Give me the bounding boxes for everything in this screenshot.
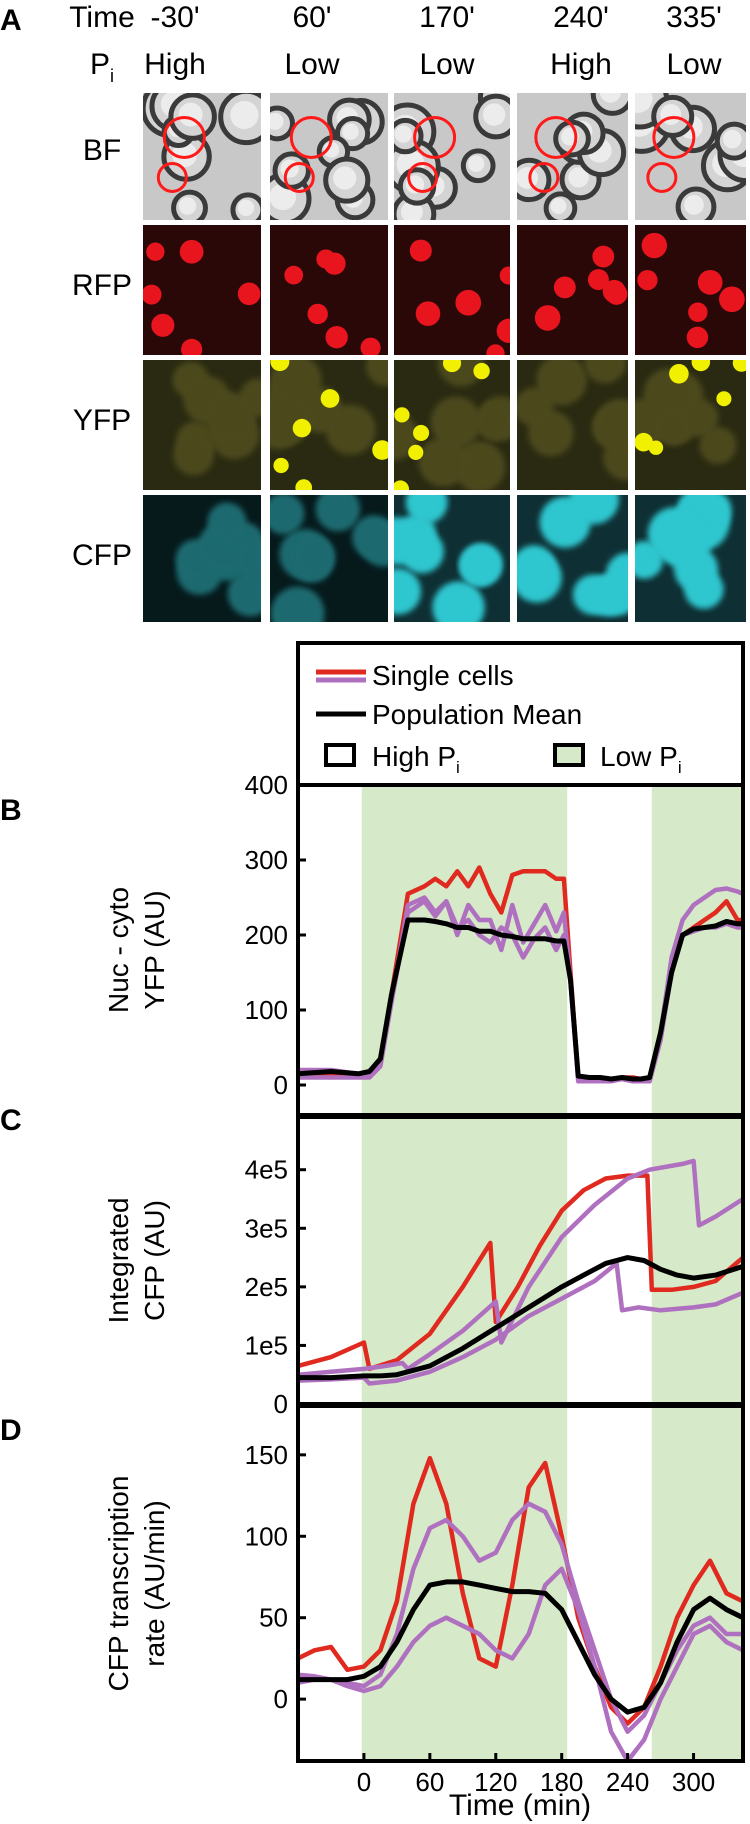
legend-low-pi-swatch <box>553 743 585 767</box>
timepoint-pi-3: High <box>550 48 612 81</box>
series-line-c-3 <box>298 1255 743 1381</box>
ytick-label-b-0: 0 <box>274 1070 288 1100</box>
micrograph-yfp-2 <box>394 360 510 490</box>
legend-population-mean-label: Population Mean <box>372 699 582 730</box>
micrograph-yfp-1 <box>270 360 388 490</box>
ytick-label-d-0: 0 <box>274 1684 288 1714</box>
channel-label-cfp: CFP <box>72 539 132 572</box>
timepoint-pi-2: Low <box>419 48 474 81</box>
x-axis-label: Time (min) <box>449 1789 591 1822</box>
micrograph-rfp-0 <box>143 225 261 355</box>
channel-label-bf: BF <box>83 134 121 167</box>
panel-letter-b: B <box>0 794 22 827</box>
micrograph-rfp-2 <box>394 225 510 355</box>
time-row-label: Time <box>69 1 135 34</box>
pi-row-label-main: P <box>90 48 110 81</box>
xtick-label-3: 180 <box>540 1767 583 1797</box>
ylabel-line1-b: Nuc - cyto <box>103 887 134 1013</box>
ylabel-line2-c: CFP (AU) <box>139 1200 170 1321</box>
series-line-c-2 <box>298 1261 743 1386</box>
chart-frame-d <box>296 1404 745 1763</box>
legend-single-cells-label: Single cells <box>372 660 514 691</box>
legend-low-pi-sub: i <box>678 758 682 777</box>
legend-high-pi-swatch <box>324 743 356 767</box>
micrograph-bf-2 <box>394 93 510 220</box>
xtick-label-0: 0 <box>357 1767 371 1797</box>
micrograph-cfp-1 <box>270 495 388 622</box>
legend-low-pi-label: Low Pi <box>600 741 682 777</box>
timepoint-time-4: 335' <box>666 1 722 34</box>
xtick-label-4: 240 <box>606 1767 649 1797</box>
micrograph-yfp-4 <box>635 360 746 490</box>
xtick-label-5: 300 <box>672 1767 715 1797</box>
pi-row-label-sub: i <box>110 66 114 86</box>
ylabel-line2-d: rate (AU/min) <box>139 1500 170 1666</box>
chart-panel-c: 0 1e5 2e5 3e5 4e5 Integrated CFP (AU) <box>103 1115 745 1419</box>
micrograph-rfp-1 <box>270 225 388 355</box>
series-line-d-2 <box>298 1566 743 1761</box>
micrograph-yfp-3 <box>517 360 628 490</box>
timepoint-pi-4: Low <box>666 48 721 81</box>
panel-letter-d: D <box>0 1414 22 1447</box>
timepoint-time-1: 60' <box>292 1 331 34</box>
ylabel-line2-b: YFP (AU) <box>139 890 170 1009</box>
timepoint-pi-1: Low <box>284 48 339 81</box>
channel-label-rfp: RFP <box>72 269 132 302</box>
low-pi-region-b-1 <box>651 785 743 1115</box>
microscopy-grid: BF RFP YFP CFP <box>72 93 746 622</box>
timepoint-time-2: 170' <box>419 1 475 34</box>
ytick-label-b-1: 100 <box>245 995 288 1025</box>
ytick-label-b-4: 400 <box>245 770 288 800</box>
chart-panel-b: 0 100 200 300 400 Nuc - cyto YFP (AU) <box>103 770 745 1117</box>
channel-label-yfp: YFP <box>73 404 131 437</box>
timepoint-time-3: 240' <box>553 1 609 34</box>
ytick-label-c-1: 1e5 <box>245 1330 288 1360</box>
timepoint-pi-0: High <box>144 48 206 81</box>
micrograph-cfp-4 <box>635 495 746 622</box>
ytick-label-d-3: 150 <box>245 1440 288 1470</box>
timepoint-headers: -30' High 60' Low 170' Low 240' High 335' Low <box>144 1 722 81</box>
ylabel-line1-c: Integrated <box>103 1197 134 1323</box>
chart-panel-d: 0 50 100 150 CFP transcription rate (AU/min) 0… <box>103 1404 745 1797</box>
legend-high-pi-label: High Pi <box>372 741 460 777</box>
legend-high-pi-sub: i <box>456 758 460 777</box>
ytick-label-d-2: 100 <box>245 1521 288 1551</box>
series-line-d-0 <box>298 1455 743 1726</box>
series-line-b-3 <box>298 917 743 1082</box>
ytick-label-c-2: 2e5 <box>245 1272 288 1302</box>
ytick-label-c-4: 4e5 <box>245 1155 288 1185</box>
xtick-label-1: 60 <box>415 1767 444 1797</box>
panel-letter-a: A <box>0 4 22 37</box>
micrograph-cfp-2 <box>394 495 510 622</box>
ytick-label-b-3: 300 <box>245 845 288 875</box>
ylabel-line1-d: CFP transcription <box>103 1476 134 1692</box>
xtick-label-2: 120 <box>474 1767 517 1797</box>
low-pi-region-c-1 <box>651 1117 743 1404</box>
timepoint-time-0: -30' <box>150 1 199 34</box>
micrograph-bf-0 <box>143 93 261 220</box>
panel-letter-c: C <box>0 1104 22 1137</box>
series-line-d-3 <box>298 1579 743 1715</box>
ytick-label-d-1: 50 <box>259 1603 288 1633</box>
pi-row-label: Pi <box>90 48 114 86</box>
ytick-label-b-2: 200 <box>245 920 288 950</box>
ytick-label-c-0: 0 <box>274 1389 288 1419</box>
low-pi-region-b-0 <box>361 785 568 1115</box>
micrograph-rfp-3 <box>517 225 628 355</box>
micrograph-bf-4 <box>635 93 746 220</box>
micrograph-rfp-4 <box>635 225 746 355</box>
legend-box <box>296 641 745 787</box>
series-line-b-1 <box>298 886 743 1084</box>
micrograph-bf-1 <box>270 93 388 220</box>
legend-high-pi-main: High P <box>372 741 456 772</box>
micrograph-cfp-3 <box>517 495 628 622</box>
ytick-label-c-3: 3e5 <box>245 1213 288 1243</box>
low-pi-region-d-1 <box>651 1406 743 1761</box>
micrograph-bf-3 <box>517 93 628 220</box>
micrograph-yfp-0 <box>143 360 261 490</box>
charts-group: 0 100 200 300 400 Nuc - cyto YFP (AU) 0 1e5 2e5 3e… <box>103 770 745 1797</box>
legend-low-pi-main: Low P <box>600 741 678 772</box>
micrograph-cfp-0 <box>143 495 261 622</box>
